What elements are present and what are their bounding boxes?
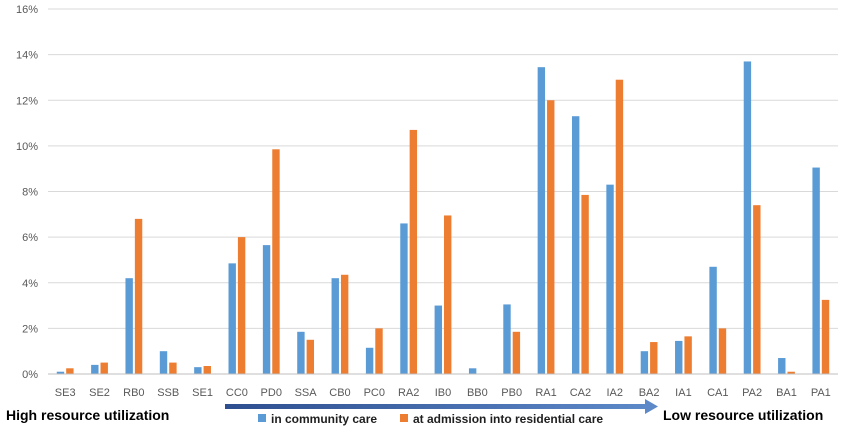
- bar-community-SE3: [56, 371, 65, 374]
- y-tick-label: 2%: [22, 323, 38, 335]
- bar-community-RA1: [537, 67, 546, 374]
- direction-arrow-shaft: [225, 404, 645, 409]
- legend: in community care at admission into resi…: [258, 412, 603, 426]
- x-category-label: CA2: [570, 387, 591, 399]
- bar-admission-CB0: [340, 274, 349, 374]
- legend-swatch-admission: [400, 414, 408, 422]
- bar-admission-PD0: [272, 149, 280, 374]
- bar-community-PB0: [503, 304, 511, 374]
- bar-admission-RA1: [547, 100, 555, 374]
- bar-community-RB0: [125, 278, 133, 374]
- bar-admission-BA2: [650, 342, 658, 374]
- bar-community-SE1: [194, 367, 202, 374]
- bar-community-IA2: [606, 184, 614, 374]
- x-category-label: SE1: [192, 387, 213, 399]
- y-tick-label: 8%: [22, 187, 38, 199]
- y-tick-label: 0%: [22, 369, 38, 381]
- x-category-label: SE2: [89, 387, 110, 399]
- bar-community-CA2: [571, 116, 580, 374]
- bar-community-PA1: [812, 167, 820, 374]
- bar-admission-PA1: [821, 299, 830, 374]
- bar-community-CB0: [331, 278, 339, 374]
- x-category-label: RB0: [123, 387, 144, 399]
- bar-admission-CA2: [581, 194, 589, 374]
- direction-arrow: [225, 399, 658, 414]
- bar-admission-SSA: [306, 339, 315, 374]
- x-category-label: PD0: [261, 387, 282, 399]
- x-category-label: PB0: [501, 387, 522, 399]
- y-tick-label: 14%: [16, 50, 38, 62]
- annotation-high-utilization: High resource utilization: [6, 407, 169, 423]
- x-category-label: RA2: [398, 387, 419, 399]
- x-category-label: PA2: [742, 387, 762, 399]
- bar-community-BA1: [778, 358, 786, 374]
- x-category-label: RA1: [535, 387, 556, 399]
- x-category-label: IB0: [435, 387, 452, 399]
- bar-community-SSA: [297, 331, 305, 374]
- gridlines: [48, 8, 838, 329]
- bar-community-BB0: [468, 368, 477, 374]
- x-category-label: BB0: [467, 387, 488, 399]
- bar-community-PD0: [262, 245, 271, 374]
- x-category-label: IA2: [606, 387, 623, 399]
- y-tick-label: 16%: [16, 4, 38, 16]
- bar-admission-CA1: [718, 328, 727, 374]
- bar-community-BA2: [640, 351, 649, 374]
- y-tick-label: 4%: [22, 278, 38, 290]
- bar-community-IA1: [675, 340, 683, 374]
- bar-community-RA2: [400, 223, 408, 374]
- bar-admission-IB0: [444, 215, 452, 374]
- x-category-label: SE3: [55, 387, 76, 399]
- bar-admission-SE1: [203, 366, 211, 374]
- bar-admission-SSB: [169, 362, 177, 374]
- bar-admission-PC0: [375, 328, 383, 374]
- bar-admission-IA1: [684, 336, 692, 374]
- x-category-label: BA1: [776, 387, 797, 399]
- x-category-label: BA2: [639, 387, 660, 399]
- annotation-low-utilization: Low resource utilization: [663, 407, 823, 423]
- bar-admission-RA2: [409, 129, 418, 374]
- bar-community-SE2: [91, 364, 99, 374]
- x-category-label: IA1: [675, 387, 692, 399]
- bar-admission-PA2: [753, 205, 761, 374]
- bar-community-CC0: [228, 263, 236, 374]
- bar-admission-RB0: [134, 218, 143, 374]
- bar-community-IB0: [434, 305, 442, 374]
- x-axis-categories: SE3 SE2 RB0 SSB SE1 CC0 PD0 SSA CB0 PC0 RA2 IB0 BB0 P…: [55, 387, 831, 399]
- bar-admission-CC0: [237, 237, 246, 374]
- x-category-label: CC0: [226, 387, 248, 399]
- x-category-label: CA1: [707, 387, 728, 399]
- x-category-label: SSB: [157, 387, 179, 399]
- x-category-label: SSA: [295, 387, 318, 399]
- legend-label-community: in community care: [271, 412, 377, 426]
- bar-community-SSB: [159, 351, 168, 374]
- legend-swatch-community: [258, 414, 266, 422]
- bar-admission-IA2: [615, 79, 624, 374]
- bar-admission-PB0: [512, 331, 521, 374]
- direction-arrow-head: [645, 399, 658, 414]
- bars: [56, 61, 830, 374]
- bar-community-PA2: [743, 61, 752, 374]
- bar-admission-SE2: [100, 362, 108, 374]
- bar-admission-SE3: [66, 368, 74, 374]
- x-category-label: PC0: [364, 387, 385, 399]
- y-axis-ticks: 0% 2% 4% 6% 8% 10% 12% 14% 16%: [16, 4, 38, 381]
- bar-admission-BA1: [787, 371, 795, 374]
- y-tick-label: 6%: [22, 232, 38, 244]
- legend-label-admission: at admission into residential care: [413, 412, 603, 426]
- x-category-label: PA1: [811, 387, 831, 399]
- bar-community-PC0: [365, 347, 374, 374]
- x-category-label: CB0: [329, 387, 350, 399]
- y-tick-label: 10%: [16, 141, 38, 153]
- y-tick-label: 12%: [16, 95, 38, 107]
- bar-community-CA1: [709, 266, 717, 374]
